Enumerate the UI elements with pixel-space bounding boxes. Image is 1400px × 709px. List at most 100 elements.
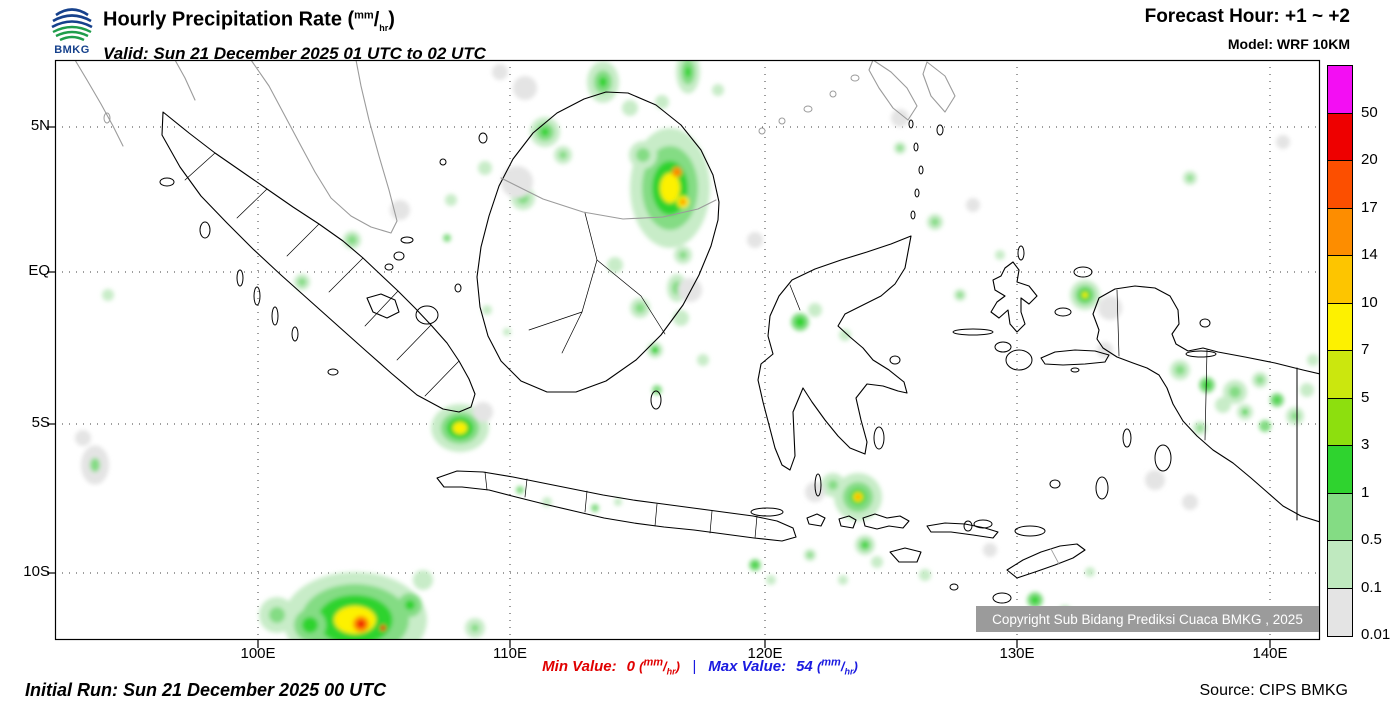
precip-cell bbox=[995, 250, 1005, 260]
initial-run: Initial Run: Sun 21 December 2025 00 UTC bbox=[25, 680, 387, 700]
precip-cell bbox=[966, 198, 980, 212]
foreign-coastline bbox=[922, 61, 956, 113]
precip-cell bbox=[636, 148, 650, 162]
island bbox=[992, 592, 1012, 604]
precip-cell bbox=[1242, 409, 1248, 415]
coastline bbox=[436, 470, 797, 542]
island bbox=[236, 269, 244, 287]
legend-swatch bbox=[1328, 398, 1352, 446]
precip-cell bbox=[501, 166, 533, 198]
precip-cell bbox=[931, 218, 939, 226]
precip-cell bbox=[380, 625, 386, 631]
island bbox=[994, 341, 1012, 353]
precip-cell bbox=[678, 278, 702, 302]
coastline bbox=[990, 261, 1038, 333]
legend-swatch bbox=[1328, 66, 1352, 114]
precip-cell bbox=[1229, 386, 1241, 398]
coastline bbox=[366, 293, 400, 319]
island bbox=[291, 326, 299, 342]
bmkg-logo-icon bbox=[51, 8, 93, 42]
precip-cell bbox=[766, 575, 776, 585]
island bbox=[415, 305, 439, 325]
legend-value: 0.5 bbox=[1361, 531, 1382, 548]
legend-value: 5 bbox=[1361, 388, 1370, 406]
coastline bbox=[476, 91, 720, 393]
precip-cell bbox=[651, 346, 659, 354]
y-axis-label: EQ bbox=[28, 262, 50, 279]
coastline bbox=[789, 284, 801, 311]
legend-value: 17 bbox=[1361, 198, 1378, 216]
island bbox=[913, 142, 919, 152]
island bbox=[829, 90, 837, 98]
legend-value: 50 bbox=[1361, 103, 1378, 121]
coastline bbox=[1006, 543, 1086, 579]
island bbox=[400, 236, 414, 244]
precip-cell bbox=[102, 289, 114, 301]
y-axis-label: 5S bbox=[31, 414, 50, 431]
island bbox=[918, 165, 924, 175]
precip-cell bbox=[891, 109, 909, 127]
precip-cell bbox=[482, 305, 492, 315]
legend-swatch bbox=[1328, 208, 1352, 256]
foreign-coastline bbox=[174, 60, 196, 101]
precip-cell bbox=[1197, 425, 1203, 431]
coastline bbox=[286, 223, 320, 257]
coastline bbox=[424, 360, 460, 397]
precip-cell bbox=[503, 328, 511, 336]
precip-cell bbox=[405, 600, 415, 610]
island bbox=[1185, 350, 1217, 358]
legend-value: 7 bbox=[1361, 341, 1370, 358]
header-titles: Hourly Precipitation Rate (mm/hr) Valid:… bbox=[103, 3, 486, 64]
precip-cell bbox=[541, 128, 549, 136]
legend-value: 20 bbox=[1361, 151, 1378, 168]
precip-cell bbox=[298, 278, 306, 286]
island bbox=[199, 221, 211, 239]
island bbox=[1005, 349, 1033, 371]
foreign-coastline bbox=[1050, 548, 1060, 565]
source-label: Source: CIPS BMKG bbox=[1199, 682, 1349, 699]
precip-cell bbox=[752, 562, 758, 568]
coastline bbox=[838, 515, 857, 529]
coastline bbox=[596, 259, 666, 335]
island bbox=[952, 328, 994, 336]
coastline bbox=[484, 471, 488, 491]
island bbox=[1122, 428, 1132, 448]
coastline bbox=[757, 235, 912, 471]
precip-cell bbox=[635, 303, 645, 313]
precip-cell bbox=[492, 64, 508, 80]
legend-values: 50 20 17 14 10 7 5 3 1 0.5 0.1 0.01 bbox=[1361, 65, 1400, 644]
island bbox=[949, 583, 959, 591]
island bbox=[1154, 444, 1172, 472]
precip-cell bbox=[471, 624, 479, 632]
island bbox=[1073, 266, 1093, 278]
precip-cell bbox=[1182, 494, 1198, 510]
coastline bbox=[328, 257, 364, 293]
legend-value: 0.01 bbox=[1361, 626, 1391, 643]
island bbox=[1017, 245, 1025, 261]
precip-cell bbox=[862, 542, 868, 548]
island bbox=[271, 306, 279, 326]
coastline bbox=[926, 522, 999, 539]
precip-cell bbox=[672, 167, 682, 177]
y-axis-label: 10S bbox=[23, 563, 50, 580]
precip-cell bbox=[679, 251, 687, 259]
island bbox=[936, 124, 944, 136]
precip-cell bbox=[983, 543, 997, 557]
precip-cell bbox=[607, 257, 623, 273]
precip-cell bbox=[478, 161, 492, 175]
precip-cell bbox=[855, 494, 861, 500]
precip-cell bbox=[614, 498, 622, 506]
island bbox=[1014, 525, 1046, 537]
bmkg-logo-text: BMKG bbox=[54, 44, 90, 56]
legend-swatch bbox=[1328, 161, 1352, 209]
legend-swatch bbox=[1328, 493, 1352, 541]
min-value-text: Min Value: 0 (mm/hr) bbox=[542, 657, 681, 677]
precip-cell bbox=[660, 173, 680, 203]
precip-cell bbox=[516, 486, 524, 494]
map-border bbox=[54, 59, 1321, 641]
max-value-text: Max Value: 54 (mm/hr) bbox=[708, 657, 858, 677]
valid-time: Valid: Sun 21 December 2025 01 UTC to 02… bbox=[103, 43, 486, 63]
bmkg-logo: BMKG bbox=[46, 3, 98, 56]
precip-cell bbox=[413, 570, 433, 590]
precip-cell bbox=[1187, 175, 1193, 181]
